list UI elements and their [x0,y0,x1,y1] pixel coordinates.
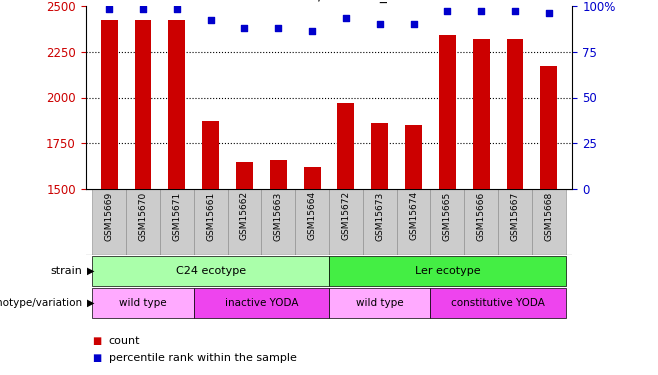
Point [104,6,114,12]
Bar [168,20,186,189]
Bar [540,66,557,189]
Bar [202,122,219,189]
Bar [193,288,329,318]
Point [442,8,453,14]
Text: count: count [109,336,140,346]
Bar [507,39,523,189]
Bar [303,167,320,189]
Bar [92,256,329,286]
Text: GSM15664: GSM15664 [307,191,316,240]
Point [172,6,182,12]
Text: genotype/variation: genotype/variation [0,298,82,308]
Point [138,6,148,12]
Text: GSM15672: GSM15672 [342,191,351,240]
Point [476,8,486,14]
Text: GSM15667: GSM15667 [511,191,519,241]
Bar [92,288,193,318]
Bar [295,189,329,255]
Bar [193,189,228,255]
Bar [228,189,261,255]
Text: GSM15665: GSM15665 [443,191,452,241]
Text: GSM15671: GSM15671 [172,191,182,241]
Text: GSM15674: GSM15674 [409,191,418,240]
Bar [236,162,253,189]
Point [510,8,520,14]
Bar [135,20,151,189]
Bar [472,39,490,189]
Text: GSM15661: GSM15661 [206,191,215,241]
Bar [397,189,430,255]
Point [205,17,216,23]
Text: GSM15670: GSM15670 [139,191,147,241]
Text: wild type: wild type [119,298,167,308]
Bar [405,125,422,189]
Point [307,28,317,34]
Text: Ler ecotype: Ler ecotype [415,266,480,276]
Point [408,21,418,27]
Point [240,25,250,31]
Text: constitutive YODA: constitutive YODA [451,298,545,308]
Bar [430,189,465,255]
Bar [329,256,566,286]
Text: ■: ■ [92,353,101,363]
Bar [126,189,160,255]
Text: strain: strain [51,266,82,276]
Text: ■: ■ [92,336,101,346]
Text: ▶: ▶ [87,298,94,308]
Point [374,21,385,27]
Text: percentile rank within the sample: percentile rank within the sample [109,353,297,363]
Bar [261,189,295,255]
Bar [532,189,566,255]
Point [273,25,284,31]
Bar [160,189,193,255]
Bar [371,123,388,189]
Bar [270,160,287,189]
Text: GSM15669: GSM15669 [105,191,114,241]
Bar [92,189,126,255]
Text: GSM15663: GSM15663 [274,191,283,241]
Text: inactive YODA: inactive YODA [224,298,298,308]
Bar [329,189,363,255]
Point [544,10,554,16]
Text: GSM15662: GSM15662 [240,191,249,240]
Bar [465,189,498,255]
Text: GSM15666: GSM15666 [476,191,486,241]
Bar [430,288,566,318]
Text: GSM15668: GSM15668 [544,191,553,241]
Bar [363,189,397,255]
Text: GSM15673: GSM15673 [375,191,384,241]
Point [341,15,351,21]
Text: C24 ecotype: C24 ecotype [176,266,245,276]
Bar [101,20,118,189]
Bar [498,189,532,255]
Text: wild type: wild type [356,298,403,308]
Bar [329,288,430,318]
Bar [439,35,456,189]
Bar [338,103,355,189]
Title: GDS685 / 249927_at: GDS685 / 249927_at [257,0,401,3]
Text: ▶: ▶ [87,266,94,276]
